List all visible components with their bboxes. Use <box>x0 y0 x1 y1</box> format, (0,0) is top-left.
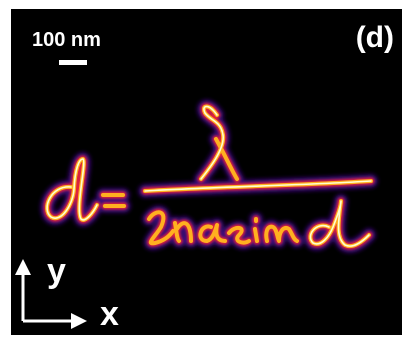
axis-y-label: y <box>47 252 66 290</box>
x-axis-arrowhead <box>71 313 87 329</box>
scale-bar <box>59 60 87 65</box>
axis-arrows <box>15 259 87 329</box>
y-axis-arrowhead <box>15 259 31 275</box>
scale-bar-label: 100 nm <box>32 29 101 51</box>
equation-strokes <box>40 100 378 253</box>
axis-x-label: x <box>100 295 119 333</box>
image-frame: 100 nm (d) y x <box>11 9 402 335</box>
heat-writing-image <box>15 100 378 329</box>
panel-label: (d) <box>355 21 394 54</box>
